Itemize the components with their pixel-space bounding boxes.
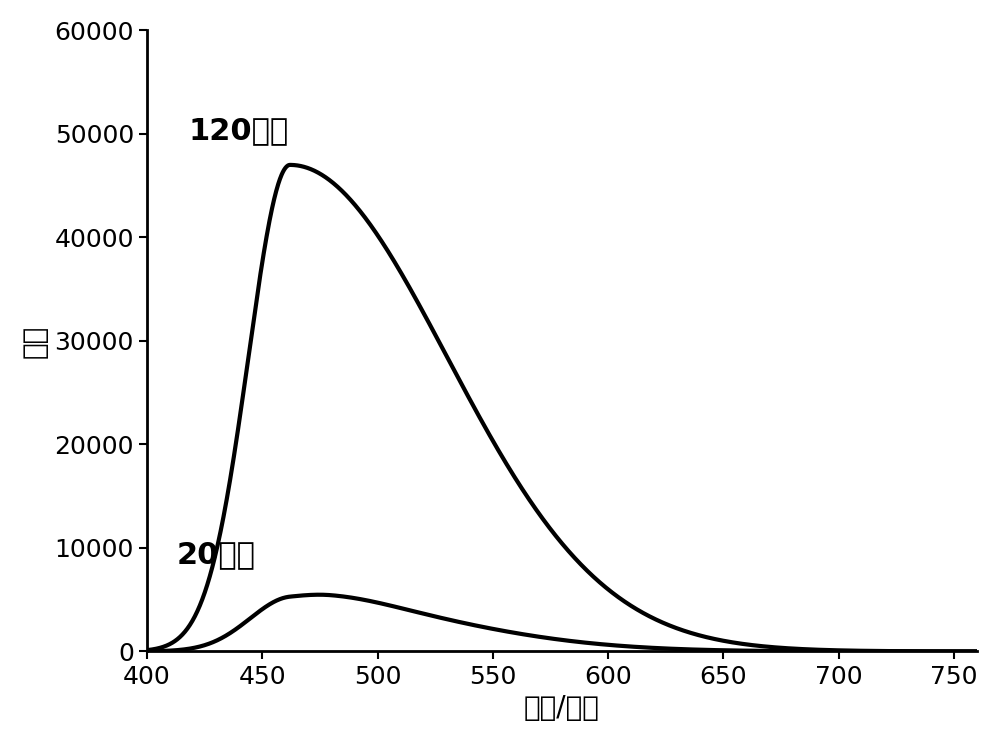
X-axis label: 波长/纳米: 波长/纳米: [524, 694, 600, 722]
Text: 120毫瓦: 120毫瓦: [189, 116, 289, 145]
Text: 20毫瓦: 20毫瓦: [177, 540, 256, 569]
Y-axis label: 强度: 强度: [21, 324, 49, 357]
